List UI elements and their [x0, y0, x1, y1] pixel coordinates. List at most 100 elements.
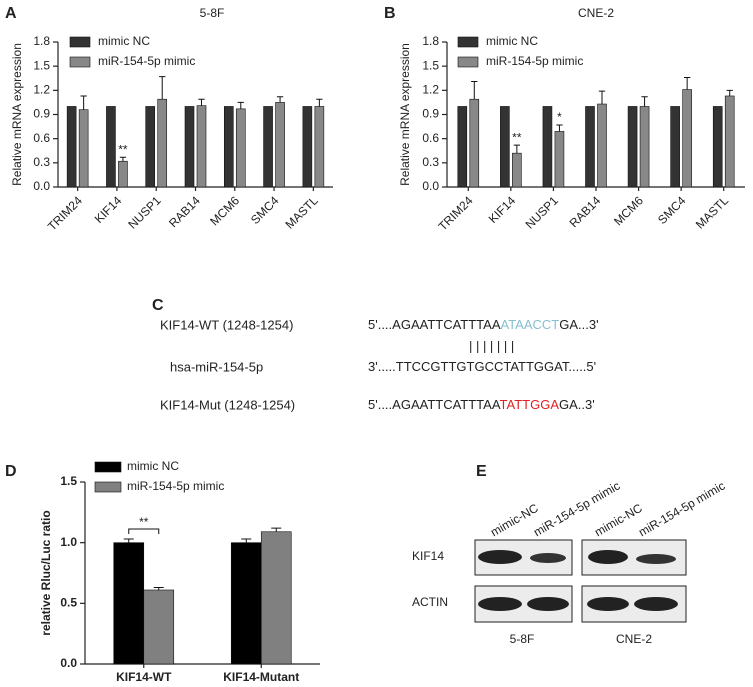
bar	[223, 106, 234, 188]
bar	[157, 98, 168, 188]
sequence-label: KIF14-WT (1248-1254)	[160, 317, 293, 332]
bar	[724, 95, 735, 188]
error-bar	[153, 587, 164, 590]
bar	[275, 102, 285, 188]
panel-letter: A	[5, 5, 17, 22]
x-tick-label: MCM6	[207, 193, 242, 228]
legend-label: mimic NC	[486, 34, 538, 48]
x-tick-label: SMC4	[248, 193, 282, 227]
error-bar	[80, 95, 87, 110]
sequence-label: KIF14-Mut (1248-1254)	[160, 397, 295, 412]
panel-letter: B	[384, 5, 396, 22]
sequence-part: 5'....AGAATTCATTTAA	[368, 317, 501, 332]
y-tick-label: 0.6	[33, 131, 50, 145]
panel-letter: C	[152, 297, 164, 314]
bar	[314, 106, 325, 188]
error-bar	[556, 124, 563, 132]
y-tick-label: 0.3	[422, 155, 439, 169]
bar	[457, 106, 468, 188]
legend-swatch	[457, 36, 479, 48]
group-label: 5-8F	[510, 632, 535, 646]
x-tick-label: KIF14-WT	[116, 670, 172, 684]
y-tick-label: 1.0	[60, 535, 77, 549]
x-tick-label: KIF14	[92, 193, 125, 226]
sequence-part: GA...3'	[559, 317, 598, 332]
error-bar	[726, 89, 733, 96]
bar	[230, 542, 262, 665]
y-tick-label: 0.0	[60, 656, 77, 670]
error-bar	[119, 156, 127, 162]
error-bar	[241, 538, 252, 543]
bar	[682, 89, 692, 188]
error-bar	[276, 96, 284, 103]
significance: **	[118, 142, 128, 156]
bar	[712, 106, 723, 188]
chart-title: 5-8F	[200, 6, 225, 20]
error-bar	[159, 76, 166, 100]
bar	[260, 531, 292, 665]
error-bar	[513, 144, 521, 154]
bar	[670, 106, 680, 188]
sequence-site: ATAACCT	[501, 317, 560, 332]
error-bar	[198, 98, 205, 106]
panel-letter: E	[476, 463, 487, 480]
sequence-part: GA..3'	[559, 397, 595, 412]
significance: *	[557, 110, 562, 124]
pairing: |||||||	[469, 338, 518, 353]
row-label: ACTIN	[412, 595, 448, 609]
legend-label: miR-154-5p mimic	[98, 54, 195, 68]
lane-label: mimic-NC	[592, 501, 645, 540]
sequence: 3'.....TTCCGTTGTGCCTATTGGAT.....5'	[368, 359, 596, 374]
error-bar	[237, 101, 244, 109]
y-tick-label: 0.3	[33, 155, 50, 169]
lane-label: miR-154-5p mimic	[636, 479, 727, 540]
bar	[263, 106, 273, 188]
bar	[235, 108, 246, 188]
y-tick-label: 1.5	[422, 58, 439, 72]
x-tick-label: TRIM24	[45, 193, 85, 233]
bar	[145, 106, 156, 188]
sequence-part: 5'....AGAATTCATTTAA	[368, 397, 501, 412]
y-tick-label: 1.8	[33, 34, 50, 48]
bar	[627, 106, 638, 188]
lane-label: mimic-NC	[488, 501, 541, 540]
blot-image	[474, 539, 687, 623]
bar	[585, 106, 595, 188]
y-tick-label: 1.2	[33, 83, 50, 97]
error-bar	[641, 96, 648, 107]
bar	[512, 152, 522, 188]
bar	[554, 131, 565, 188]
chart-title: CNE-2	[578, 6, 614, 20]
bar	[143, 589, 175, 665]
legend-label: miR-154-5p mimic	[127, 479, 224, 493]
legend-swatch	[69, 36, 91, 48]
error-bar	[316, 98, 323, 107]
error-bar	[683, 76, 691, 90]
bar	[597, 103, 607, 188]
sequence-label: hsa-miR-154-5p	[170, 359, 263, 374]
bar	[113, 542, 145, 665]
x-tick-label: MASTL	[693, 193, 731, 231]
x-tick-label: SMC4	[655, 193, 689, 227]
y-tick-label: 1.5	[60, 474, 77, 488]
x-tick-label: KIF14	[486, 193, 519, 226]
y-tick-label: 0.0	[422, 179, 439, 193]
x-tick-label: RAB14	[567, 193, 604, 230]
y-axis-label: relative Rluc/Luc ratio	[39, 510, 53, 635]
bar	[106, 106, 116, 188]
legend-swatch	[69, 56, 91, 68]
legend-label: mimic NC	[98, 34, 150, 48]
legend-swatch	[457, 56, 479, 68]
sequence: 5'....AGAATTCATTTAATATTGGAGA..3'	[368, 397, 595, 412]
y-tick-label: 1.5	[33, 58, 50, 72]
bar	[196, 105, 207, 188]
bar	[118, 160, 128, 188]
row-label: KIF14	[412, 549, 444, 563]
bar	[302, 106, 313, 188]
y-tick-label: 0.6	[422, 131, 439, 145]
sequence-site: TATTGGA	[500, 397, 560, 412]
y-tick-label: 0.9	[422, 107, 439, 121]
significance-bracket	[128, 528, 160, 535]
panel-letter: D	[5, 463, 17, 480]
